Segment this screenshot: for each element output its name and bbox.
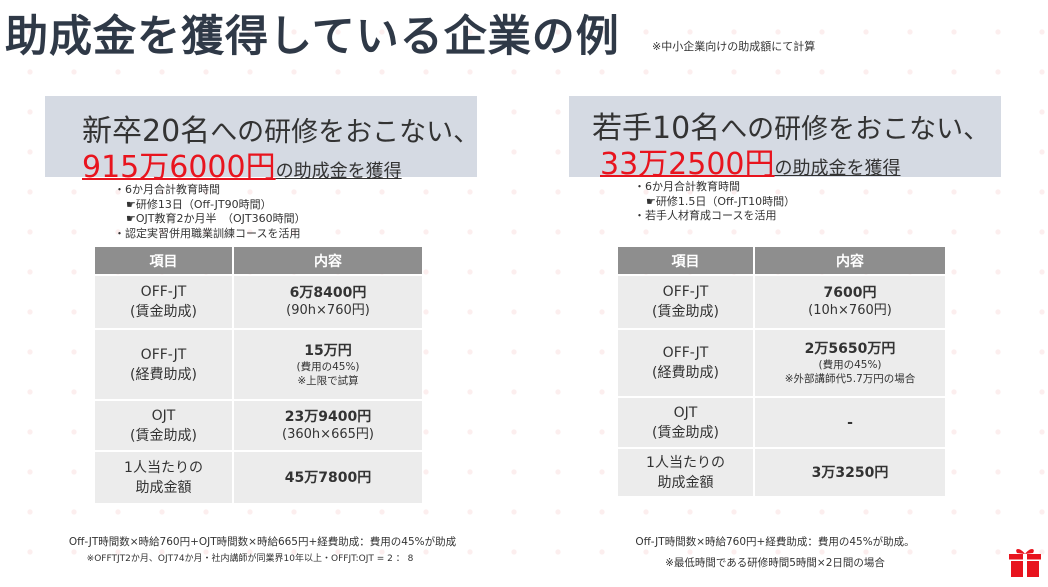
item-cell: OFF-JT (経費助成) bbox=[95, 330, 232, 399]
right-footnote-2: ※最低時間である研修時間5時間×2日間の場合 bbox=[665, 557, 885, 569]
bullet: ☛OJT教育2か月半 （OJT360時間） bbox=[126, 212, 306, 225]
table-header: 内容 bbox=[755, 247, 945, 274]
right-headline-line1: 若手10名への研修をおこない、 bbox=[592, 103, 990, 147]
page-title: 助成金を獲得している企業の例 bbox=[5, 12, 620, 62]
item-cell: OJT (賃金助成) bbox=[618, 398, 753, 447]
left-footnote-2: ※OFFTJT2か月、OJT74か月・社内講師が同業界10年以上・OFFJT:O… bbox=[86, 554, 414, 564]
left-bullets: ・6か月合計教育時間 ☛研修13日（Off-JT90時間） ☛OJT教育2か月半… bbox=[114, 183, 306, 241]
left-footnote: Off-JT時間数×時給760円+OJT時間数×時給665円+経費助成：費用の4… bbox=[68, 536, 457, 548]
right-amount: 33万2500円 bbox=[600, 147, 775, 182]
top-note: ※中小企業向けの助成額にて計算 bbox=[652, 40, 816, 53]
item-cell: OFF-JT (賃金助成) bbox=[95, 276, 232, 328]
left-amount: 915万6000円 bbox=[82, 150, 276, 185]
gift-icon bbox=[1009, 549, 1041, 577]
item-cell: 1人当たりの 助成金額 bbox=[618, 449, 753, 496]
table-row: OJT (賃金助成) - bbox=[618, 398, 945, 447]
table-row: OFF-JT (賃金助成) 6万8400円 (90h×760円) bbox=[95, 276, 422, 328]
table-row: OFF-JT (経費助成) 15万円 (費用の45%) ※上限で試算 bbox=[95, 330, 422, 399]
table-row: 1人当たりの 助成金額 45万7800円 bbox=[95, 452, 422, 503]
left-headline-line2: 915万6000円の助成金を獲得 bbox=[82, 142, 402, 186]
value-cell: 7600円 (10h×760円) bbox=[755, 276, 945, 328]
bullet: ・6か月合計教育時間 bbox=[114, 183, 220, 196]
right-table: 項目 内容 OFF-JT (賃金助成) 7600円 (10h×760円) OFF-J… bbox=[616, 245, 947, 498]
bullet: ・6か月合計教育時間 bbox=[634, 180, 740, 193]
left-headline-count: 新卒20名 bbox=[82, 114, 211, 149]
right-headline-count: 若手10名 bbox=[592, 111, 721, 146]
bullet: ・若手人材育成コースを活用 bbox=[634, 209, 777, 222]
left-table: 項目 内容 OFF-JT (賃金助成) 6万8400円 (90h×760円) OFF… bbox=[93, 245, 424, 505]
right-amount-text: の助成金を獲得 bbox=[774, 158, 901, 179]
bullet: ☛研修1.5日（Off-JT10時間） bbox=[646, 194, 796, 208]
table-header: 項目 bbox=[618, 247, 753, 274]
bullet: ☛研修13日（Off-JT90時間） bbox=[126, 197, 272, 211]
value-cell: - bbox=[755, 398, 945, 447]
table-header: 項目 bbox=[95, 247, 232, 274]
left-headline-line1: 新卒20名への研修をおこない、 bbox=[82, 106, 480, 150]
item-cell: OFF-JT (賃金助成) bbox=[618, 276, 753, 328]
table-row: OFF-JT (経費助成) 2万5650万円 (費用の45%) ※外部講師代5.7万円… bbox=[618, 330, 945, 396]
item-cell: OFF-JT (経費助成) bbox=[618, 330, 753, 396]
item-cell: 1人当たりの 助成金額 bbox=[95, 452, 232, 503]
left-headline-box bbox=[45, 96, 477, 177]
value-cell: 3万3250円 bbox=[755, 449, 945, 496]
value-cell: 2万5650万円 (費用の45%) ※外部講師代5.7万円の場合 bbox=[755, 330, 945, 396]
value-cell: 15万円 (費用の45%) ※上限で試算 bbox=[234, 330, 422, 399]
right-bullets: ・6か月合計教育時間 ☛研修1.5日（Off-JT10時間） ・若手人材育成コー… bbox=[634, 180, 795, 224]
table-header: 内容 bbox=[234, 247, 422, 274]
right-footnote: Off-JT時間数×時給760円+経費助成：費用の45%が助成。 bbox=[635, 536, 915, 548]
right-headline-text: への研修をおこない、 bbox=[720, 114, 991, 145]
table-row: OFF-JT (賃金助成) 7600円 (10h×760円) bbox=[618, 276, 945, 328]
right-headline-box bbox=[569, 96, 1001, 177]
value-cell: 6万8400円 (90h×760円) bbox=[234, 276, 422, 328]
item-cell: OJT (賃金助成) bbox=[95, 401, 232, 450]
table-row: OJT (賃金助成) 23万9400円 (360h×665円) bbox=[95, 401, 422, 450]
table-row: 1人当たりの 助成金額 3万3250円 bbox=[618, 449, 945, 496]
right-headline-line2: 33万2500円の助成金を獲得 bbox=[600, 139, 901, 183]
value-cell: 23万9400円 (360h×665円) bbox=[234, 401, 422, 450]
bullet: ・認定実習併用職業訓練コースを活用 bbox=[114, 226, 301, 240]
left-amount-text: の助成金を獲得 bbox=[275, 161, 402, 182]
value-cell: 45万7800円 bbox=[234, 452, 422, 503]
left-headline-text: への研修をおこない、 bbox=[210, 117, 481, 148]
